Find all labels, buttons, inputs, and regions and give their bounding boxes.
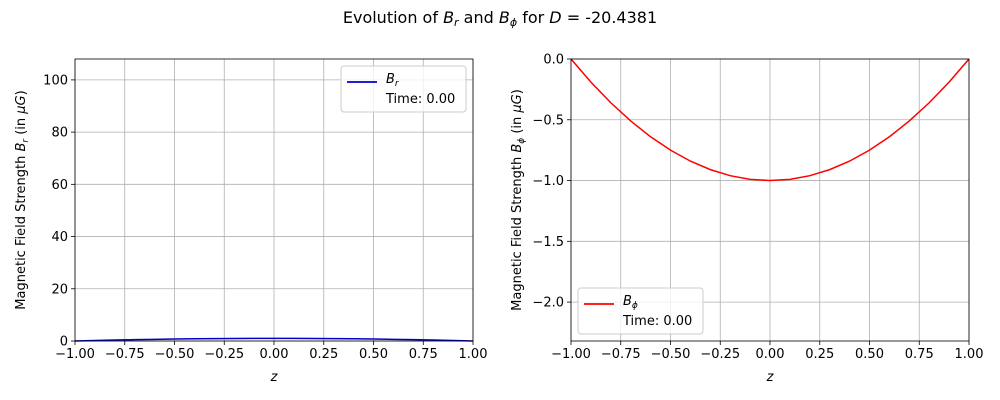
br-x-tick-label: −1.00: [55, 347, 95, 362]
title-for: for: [517, 8, 549, 27]
bphi-legend-name-base: B: [623, 294, 632, 309]
bphi-chart-panel: −1.00 −0.75 −0.50 −0.25 0.00 0.25 0.50 0.75 1.00…: [510, 53, 983, 386]
br-y-label-unit: μG: [14, 95, 29, 114]
bphi-legend-series-name: Bϕ: [623, 294, 638, 311]
br-x-tick-label: 0.75: [409, 347, 438, 362]
br-x-tick-label: 0.25: [309, 347, 338, 362]
bphi-y-tick-label: 0.0: [543, 53, 564, 68]
title-sym1-sub: r: [454, 16, 460, 29]
br-y-tick-label: 60: [51, 178, 68, 193]
br-y-axis-label: Magnetic Field Strength Br (in μG): [14, 90, 31, 309]
br-legend-time-label: Time: 0.00: [385, 92, 455, 107]
br-y-tick-label: 80: [51, 126, 68, 141]
title-eq: =: [562, 8, 586, 27]
br-y-tick-label: 20: [51, 282, 68, 297]
br-x-tick-label: 0.00: [260, 347, 289, 362]
br-y-label-text: Magnetic Field Strength: [14, 152, 29, 310]
br-x-tick-label: −0.50: [155, 347, 195, 362]
br-series-line: [74, 337, 474, 342]
br-y-label-symbol: B: [14, 143, 29, 152]
bphi-series-line: [570, 58, 970, 182]
title-sym2-sub: ϕ: [510, 16, 517, 29]
bphi-y-label-unit: μG: [510, 94, 525, 113]
bphi-legend-box: [577, 287, 704, 335]
title-sym1-base: B: [443, 8, 454, 27]
bphi-y-axis-label: Magnetic Field Strength Bϕ (in μG): [510, 89, 527, 311]
br-x-tick-label: −0.75: [105, 347, 145, 362]
br-chart-panel: −1.00 −0.75 −0.50 −0.25 0.00 0.25 0.50 0.75 1.00…: [14, 58, 488, 385]
title-var: D: [549, 8, 561, 27]
bphi-y-label-subscript: ϕ: [517, 138, 527, 144]
figure-title: Evolution of Br and Bϕ for D = -20.4381: [343, 8, 657, 29]
bphi-x-tick-label: 1.00: [955, 347, 984, 362]
br-y-label-unit-open: (in: [14, 114, 29, 139]
br-y-tick-label: 100: [43, 73, 68, 88]
bphi-y-label-unit-open: (in: [510, 113, 525, 138]
br-y-label-subscript: r: [21, 138, 31, 143]
bphi-x-tick-label: −0.50: [651, 347, 691, 362]
bphi-y-tick-label: −1.5: [532, 235, 564, 250]
bphi-legend-name-sub: ϕ: [632, 301, 638, 311]
bphi-x-tick-label: −1.00: [551, 347, 591, 362]
bphi-x-tick-label: 0.50: [855, 347, 884, 362]
bphi-y-label-symbol: B: [510, 144, 525, 153]
bphi-x-tick-label: −0.75: [601, 347, 641, 362]
br-y-tick-label: 0: [60, 335, 68, 350]
bphi-y-label-text: Magnetic Field Strength: [510, 153, 525, 311]
br-x-axis-label: z: [270, 370, 279, 385]
title-sym2-base: B: [499, 8, 510, 27]
bphi-y-tick-label: −1.0: [532, 174, 564, 189]
br-legend: Br Time: 0.00: [340, 65, 467, 113]
br-legend-box: [340, 65, 467, 113]
title-value: -20.4381: [585, 8, 657, 27]
title-mid: and: [459, 8, 499, 27]
br-x-tick-label: −0.25: [204, 347, 244, 362]
bphi-legend: Bϕ Time: 0.00: [577, 287, 704, 335]
br-y-tick-label: 40: [51, 230, 68, 245]
bphi-x-tick-label: −0.25: [700, 347, 740, 362]
title-prefix: Evolution of: [343, 8, 443, 27]
bphi-x-tick-label: 0.75: [905, 347, 934, 362]
bphi-y-tick-label: −0.5: [532, 113, 564, 128]
bphi-legend-time-label: Time: 0.00: [622, 314, 692, 329]
br-x-tick-label: 1.00: [459, 347, 488, 362]
bphi-x-axis-label: z: [766, 370, 775, 385]
br-legend-series-name: Br: [386, 72, 400, 89]
bphi-x-tick-label: 0.25: [805, 347, 834, 362]
bphi-x-tick-label: 0.00: [756, 347, 785, 362]
br-legend-name-sub: r: [395, 79, 400, 89]
bphi-y-label-unit-close: ): [510, 89, 525, 94]
br-x-tick-label: 0.50: [359, 347, 388, 362]
br-legend-name-base: B: [386, 72, 395, 87]
br-y-label-unit-close: ): [14, 90, 29, 95]
bphi-y-tick-label: −2.0: [532, 296, 564, 311]
